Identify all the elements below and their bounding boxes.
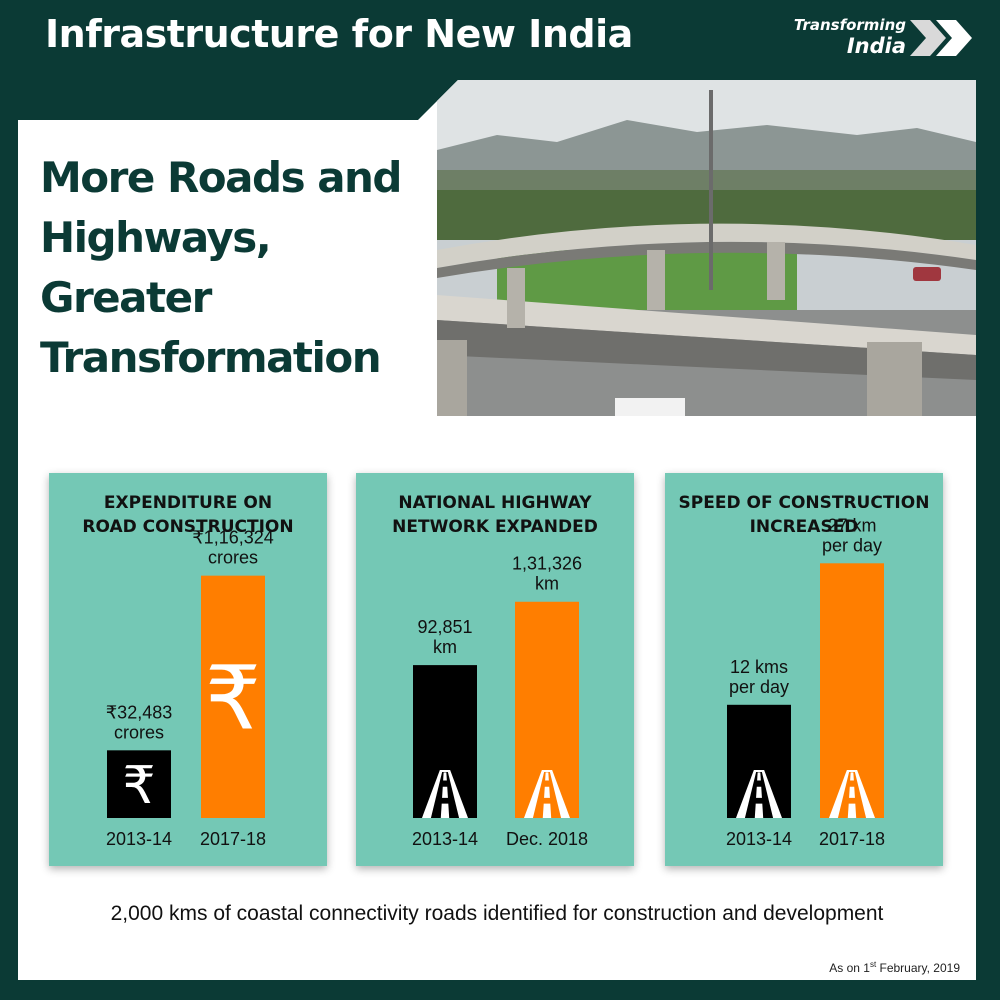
road-icon — [523, 770, 571, 818]
x-tick-label: 2013-14 — [412, 829, 478, 849]
logo-line-2: India — [846, 34, 906, 58]
data-label: ₹1,16,324 crores — [192, 528, 274, 568]
rupee-icon: ₹ — [122, 756, 155, 816]
transforming-india-logo: Transforming India — [793, 14, 976, 64]
page-header-title: Infrastructure for New India — [45, 12, 633, 56]
coastal-roads-note: 2,000 kms of coastal connectivity roads … — [110, 902, 884, 925]
data-label: 27 km per day — [822, 515, 882, 555]
chart-title-line: EXPENDITURE ON — [103, 493, 273, 513]
data-label: 92,851 km — [417, 617, 472, 657]
rupee-icon: ₹ — [205, 647, 261, 750]
road-icon — [421, 770, 469, 818]
x-tick-label: 2013-14 — [106, 829, 172, 849]
flyover-photo — [437, 80, 976, 416]
bar — [201, 575, 265, 818]
road-centre-dash — [757, 772, 761, 781]
road-centre-dash — [544, 786, 550, 798]
chart-card-speed: SPEED OF CONSTRUCTION INCREASED 12 kms pe… — [665, 473, 943, 866]
road-centre-dash — [849, 786, 855, 798]
as-of-prefix: As on 1 — [829, 961, 870, 975]
x-tick-label: 2017-18 — [819, 829, 885, 849]
bar — [107, 750, 171, 818]
data-label-line: per day — [729, 677, 789, 697]
headline: More Roads and Highways, Greater Transfo… — [40, 148, 403, 388]
data-label-line: km — [433, 637, 457, 657]
content-panel: More Roads and Highways, Greater Transfo… — [18, 80, 976, 980]
road-centre-dash — [756, 786, 762, 798]
data-label-line: 12 kms — [730, 657, 788, 677]
as-of-date: As on 1st February, 2019 — [829, 960, 960, 975]
road-icon — [735, 770, 783, 818]
chart-title-line: NATIONAL HIGHWAY — [398, 493, 592, 513]
x-tick-label: Dec. 2018 — [506, 829, 588, 849]
road-centre-dash — [443, 772, 447, 781]
data-label: 1,31,326 km — [512, 554, 582, 594]
road-centre-dash — [542, 803, 552, 818]
road-centre-dash — [847, 803, 857, 818]
data-label-line: km — [535, 574, 559, 594]
headline-line: Greater — [40, 273, 212, 322]
headline-line: Transformation — [40, 333, 382, 382]
chart-title-line: INCREASED — [749, 517, 859, 537]
double-chevron-icon — [910, 20, 972, 56]
chart-title: SPEED OF CONSTRUCTION INCREASED — [665, 491, 943, 539]
road-centre-dash — [440, 803, 450, 818]
x-tick-label: 2017-18 — [200, 829, 266, 849]
road-centre-dash — [754, 803, 764, 818]
data-label-line: per day — [822, 535, 882, 555]
data-label-line: ₹32,483 — [106, 702, 173, 722]
headline-line: Highways, — [40, 213, 272, 262]
chart-title: EXPENDITURE ON ROAD CONSTRUCTION — [49, 491, 327, 539]
data-label-line: 92,851 — [417, 617, 472, 637]
as-of-suffix-ordinal: st — [869, 960, 877, 969]
road-centre-dash — [850, 772, 854, 781]
data-label-line: 27 km — [827, 515, 876, 535]
data-label-line: ₹1,16,324 — [192, 528, 274, 548]
data-label: 12 kms per day — [729, 657, 789, 697]
as-of-suffix: February, 2019 — [876, 961, 961, 975]
data-label-line: crores — [114, 722, 164, 742]
chart-title: NATIONAL HIGHWAY NETWORK EXPANDED — [356, 491, 634, 539]
chart-card-expenditure: EXPENDITURE ON ROAD CONSTRUCTION ₹ ₹32,48… — [49, 473, 327, 866]
data-label-line: 1,31,326 — [512, 554, 582, 574]
road-centre-dash — [442, 786, 448, 798]
logo-line-1: Transforming — [793, 16, 906, 34]
chart-card-highway: NATIONAL HIGHWAY NETWORK EXPANDED 92,851… — [356, 473, 634, 866]
chart-title-line: NETWORK EXPANDED — [392, 517, 598, 537]
road-icon — [828, 770, 876, 818]
road-centre-dash — [545, 772, 549, 781]
x-tick-label: 2013-14 — [726, 829, 792, 849]
headline-line: More Roads and — [40, 153, 403, 202]
data-label-line: crores — [208, 548, 258, 568]
data-label: ₹32,483 crores — [106, 702, 173, 742]
chart-title-line: SPEED OF CONSTRUCTION — [678, 493, 930, 513]
chart-title-line: ROAD CONSTRUCTION — [82, 517, 294, 537]
